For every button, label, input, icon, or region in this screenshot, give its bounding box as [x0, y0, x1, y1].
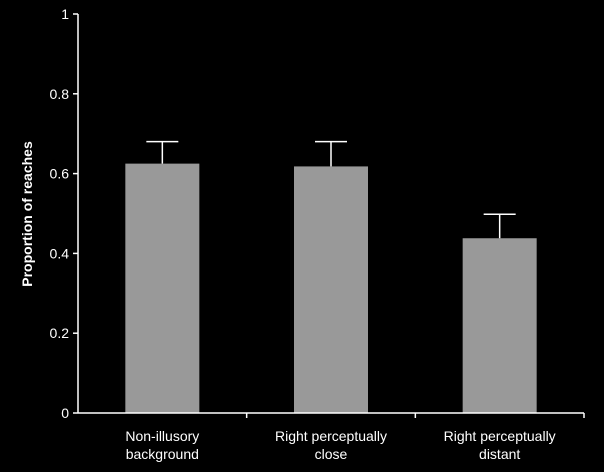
y-ticks-group: 0 0.2 0.4 0.6 0.8 1: [50, 6, 78, 421]
error-bars-group: [146, 140, 516, 239]
bar-1: [125, 163, 200, 413]
bars-group: [125, 163, 537, 413]
bar-2: [294, 166, 368, 413]
category-label-2-line-2: close: [315, 446, 348, 462]
category-label-3-line-2: distant: [479, 446, 520, 462]
y-tick-label: 0.2: [50, 325, 70, 341]
y-axis-title: Proportion of reaches: [19, 141, 35, 287]
y-tick-label: 0.6: [50, 166, 70, 182]
category-label-3-line-1: Right perceptually: [444, 428, 556, 444]
y-tick-label: 0: [61, 405, 69, 421]
category-label-1-line-2: background: [126, 446, 199, 462]
y-tick-label: 0.8: [50, 86, 70, 102]
category-label-2-line-1: Right perceptually: [275, 428, 387, 444]
category-labels-group: Non-illusory background Right perceptually…: [125, 428, 555, 462]
bar-3: [462, 238, 537, 413]
y-tick-label: 1: [61, 6, 69, 22]
y-tick-label: 0.4: [50, 245, 70, 261]
x-ticks-group: [245, 413, 585, 418]
category-label-1-line-1: Non-illusory: [125, 428, 199, 444]
